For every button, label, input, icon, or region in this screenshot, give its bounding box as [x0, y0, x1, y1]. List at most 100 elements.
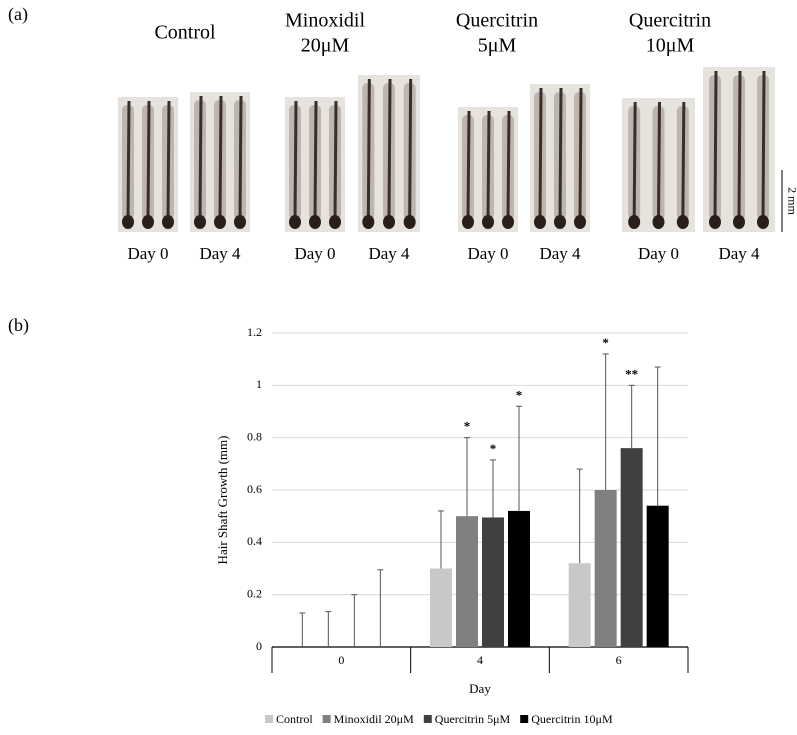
x-tick-label: 0 [338, 653, 344, 667]
legend-label: Quercitrin 5μM [435, 712, 511, 726]
hair-shaft [408, 78, 413, 221]
hair-bulb [194, 215, 206, 229]
hair-shaft [578, 87, 583, 221]
group-title: 5μM [478, 35, 517, 57]
hair-bulb [534, 215, 546, 229]
hair-bulb [309, 215, 321, 229]
hair-shaft [737, 70, 742, 221]
group-title: Control [154, 22, 216, 44]
group-title: Minoxidil [285, 10, 365, 32]
y-tick-label: 0 [256, 639, 262, 653]
hair-bulb [362, 215, 375, 229]
hair-bulb [142, 215, 154, 229]
day-label: Day 4 [368, 244, 410, 263]
hair-shaft [657, 101, 661, 221]
hair-bulb [733, 215, 745, 229]
hair-shaft [387, 78, 392, 221]
hair-shaft [293, 100, 298, 221]
hair-bulb [234, 215, 246, 229]
significance-mark: * [602, 335, 609, 350]
bar [620, 448, 643, 647]
hair-shaft [486, 110, 491, 221]
hair-shaft [681, 101, 686, 221]
legend-swatch [520, 715, 529, 723]
scale-bar-label: 2 mm [785, 187, 797, 215]
hair-bulb [574, 215, 586, 229]
legend-label: Quercitrin 10μM [531, 712, 613, 726]
hair-shaft [558, 87, 563, 221]
panel-label: (a) [8, 4, 28, 25]
y-tick-label: 0.4 [247, 534, 262, 548]
hair-shaft [146, 100, 151, 221]
hair-bulb [628, 215, 641, 229]
hair-bulb [652, 215, 665, 229]
legend-swatch [265, 715, 273, 723]
significance-mark: ** [625, 366, 638, 381]
y-tick-label: 0.8 [247, 429, 262, 443]
group-title: 10μM [646, 35, 695, 57]
day-label: Day 4 [199, 244, 241, 263]
hair-bulb [403, 215, 416, 229]
hair-shaft [313, 100, 318, 221]
group-title: 20μM [301, 35, 350, 57]
hair-bulb [554, 215, 566, 229]
day-label: Day 4 [539, 244, 581, 263]
hair-bulb [214, 215, 226, 229]
bar [646, 505, 669, 647]
group-title: Quercitrin [456, 10, 538, 32]
hair-bulb [502, 215, 514, 229]
y-tick-label: 1.2 [247, 325, 262, 339]
hair-bulb [162, 215, 174, 229]
bar [568, 563, 591, 647]
day-label: Day 0 [638, 244, 679, 263]
significance-mark: * [464, 419, 471, 434]
group-title: Quercitrin [629, 10, 711, 32]
hair-bulb [482, 215, 494, 229]
bar [430, 568, 452, 647]
x-tick-label: 4 [477, 653, 483, 667]
hair-shaft [538, 87, 543, 221]
hair-bulb [122, 215, 134, 229]
day-label: Day 0 [127, 244, 168, 263]
significance-mark: * [516, 387, 523, 402]
hair-bulb [709, 215, 721, 229]
y-axis-title: Hair Shaft Growth (mm) [215, 436, 230, 565]
hair-shaft [366, 78, 371, 221]
day-label: Day 4 [718, 244, 760, 263]
hair-bulb [289, 215, 301, 229]
y-tick-label: 0.6 [247, 482, 262, 496]
legend-label: Minoxidil 20μM [334, 712, 414, 726]
hair-shaft [713, 70, 718, 221]
x-axis-title: Day [469, 681, 491, 696]
hair-shaft [126, 100, 131, 221]
hair-shaft [166, 100, 171, 221]
day-label: Day 0 [294, 244, 335, 263]
y-tick-label: 1 [256, 377, 262, 391]
hair-shaft [632, 101, 637, 221]
hair-bulb [676, 215, 689, 229]
bar [456, 516, 478, 647]
significance-mark: * [490, 441, 497, 456]
hair-shaft [333, 100, 338, 221]
hair-shaft [761, 70, 766, 221]
hair-shaft [506, 110, 511, 221]
hair-shaft [466, 110, 471, 221]
hair-bulb [462, 215, 474, 229]
hair-shaft [238, 95, 243, 221]
day-label: Day 0 [467, 244, 508, 263]
bar [594, 490, 617, 647]
hair-shaft [198, 95, 203, 221]
y-tick-label: 0.2 [247, 586, 262, 600]
bar [508, 510, 530, 647]
bar [482, 517, 504, 647]
x-tick-label: 6 [616, 653, 622, 667]
hair-bulb [383, 215, 395, 229]
legend-swatch [423, 715, 432, 723]
panel-label: (b) [8, 315, 29, 336]
hair-bulb [757, 215, 769, 229]
legend-label: Control [276, 712, 313, 726]
hair-shaft [218, 95, 223, 221]
legend-swatch [322, 715, 331, 723]
hair-bulb [329, 215, 341, 229]
